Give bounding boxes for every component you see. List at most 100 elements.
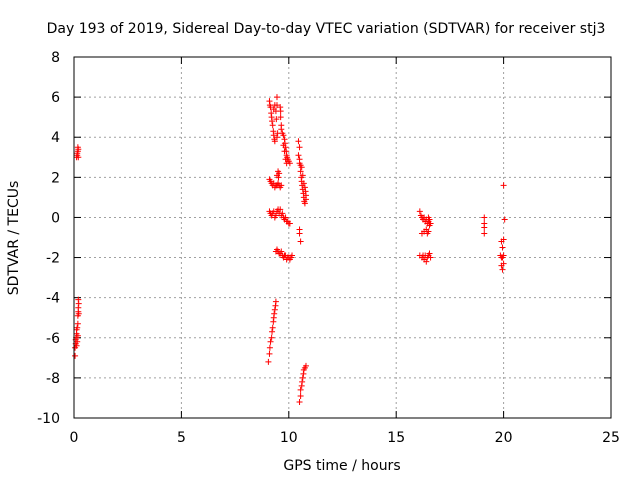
data-point — [271, 310, 278, 317]
y-tick-label: -10 — [37, 411, 60, 427]
data-point — [278, 126, 285, 133]
data-point — [269, 324, 276, 331]
data-point — [425, 228, 432, 235]
data-point — [282, 214, 289, 221]
data-point — [278, 182, 285, 189]
data-point — [267, 338, 274, 345]
data-point — [298, 164, 305, 171]
data-point — [481, 214, 488, 221]
data-point — [500, 236, 507, 243]
data-point — [425, 214, 432, 221]
y-axis-label: SDTVAR / TECUs — [6, 181, 22, 296]
axis-ticks: 0 5 10 15 20 25 -10 -8 -6 -4 -2 0 2 4 6 8 — [37, 50, 620, 446]
data-point — [75, 310, 82, 317]
data-point — [273, 134, 280, 141]
data-point — [270, 132, 277, 139]
y-tick-label: 4 — [51, 130, 60, 146]
data-point — [286, 220, 293, 227]
x-tick-label: 10 — [280, 430, 298, 446]
data-point — [296, 160, 303, 167]
data-point — [427, 220, 434, 227]
data-point — [75, 296, 82, 303]
data-point — [501, 216, 508, 223]
x-tick-label: 20 — [495, 430, 513, 446]
data-point — [73, 342, 80, 349]
data-point — [272, 212, 279, 219]
data-point — [296, 144, 303, 151]
data-point — [281, 148, 288, 155]
data-point — [75, 154, 82, 161]
data-point — [269, 328, 276, 335]
data-point — [273, 102, 280, 109]
data-point — [72, 352, 79, 359]
data-point — [500, 182, 507, 189]
x-tick-label: 5 — [177, 430, 186, 446]
data-point — [74, 320, 81, 327]
data-point — [269, 118, 276, 125]
y-tick-label: -2 — [46, 251, 60, 267]
data-point — [426, 250, 433, 257]
data-points — [72, 94, 508, 405]
data-point — [295, 152, 302, 159]
data-point — [499, 244, 506, 251]
data-point — [427, 254, 434, 261]
data-point — [499, 266, 506, 273]
data-point — [302, 196, 309, 203]
data-point — [74, 338, 81, 345]
data-point — [276, 170, 283, 177]
data-point — [267, 104, 274, 111]
plot-frame — [73, 56, 612, 419]
data-point — [299, 374, 306, 381]
data-point — [277, 108, 284, 115]
y-tick-label: -8 — [46, 371, 60, 387]
data-point — [300, 180, 307, 187]
data-point — [500, 252, 507, 259]
y-tick-label: 2 — [51, 170, 60, 186]
data-point — [271, 138, 278, 145]
data-point — [299, 172, 306, 179]
data-point — [423, 258, 430, 265]
data-point — [277, 206, 284, 213]
x-tick-label: 25 — [602, 430, 620, 446]
data-point — [269, 122, 276, 129]
data-point — [301, 200, 308, 207]
data-point — [277, 114, 284, 121]
y-tick-label: -4 — [46, 291, 60, 307]
data-point — [289, 252, 296, 259]
y-tick-label: -6 — [46, 331, 60, 347]
data-point — [272, 298, 279, 305]
data-point — [266, 350, 273, 357]
data-point — [297, 168, 304, 175]
chart-title: Day 193 of 2019, Sidereal Day-to-day VTE… — [47, 21, 606, 37]
data-point — [299, 378, 306, 385]
x-axis-label: GPS time / hours — [283, 458, 400, 474]
data-point — [295, 138, 302, 145]
data-point — [302, 362, 309, 369]
data-point — [273, 94, 280, 101]
x-tick-label: 15 — [387, 430, 405, 446]
data-point — [265, 358, 272, 365]
data-point — [282, 156, 289, 163]
data-point — [416, 208, 423, 215]
data-point — [297, 386, 304, 393]
data-point — [297, 238, 304, 245]
data-point — [278, 248, 285, 255]
data-point — [280, 142, 287, 149]
data-point — [283, 160, 290, 167]
data-point — [296, 230, 303, 237]
y-tick-label: 8 — [51, 50, 60, 66]
data-point — [74, 324, 81, 331]
data-point — [266, 344, 273, 351]
data-point — [500, 260, 507, 267]
x-tick-label: 0 — [70, 430, 79, 446]
data-point — [271, 306, 278, 313]
data-point — [296, 398, 303, 405]
grid-lines — [74, 57, 611, 418]
data-point — [273, 116, 280, 123]
data-point — [75, 146, 82, 153]
data-point — [275, 174, 282, 181]
data-point — [279, 210, 286, 217]
data-point — [280, 132, 287, 139]
data-point — [301, 184, 308, 191]
